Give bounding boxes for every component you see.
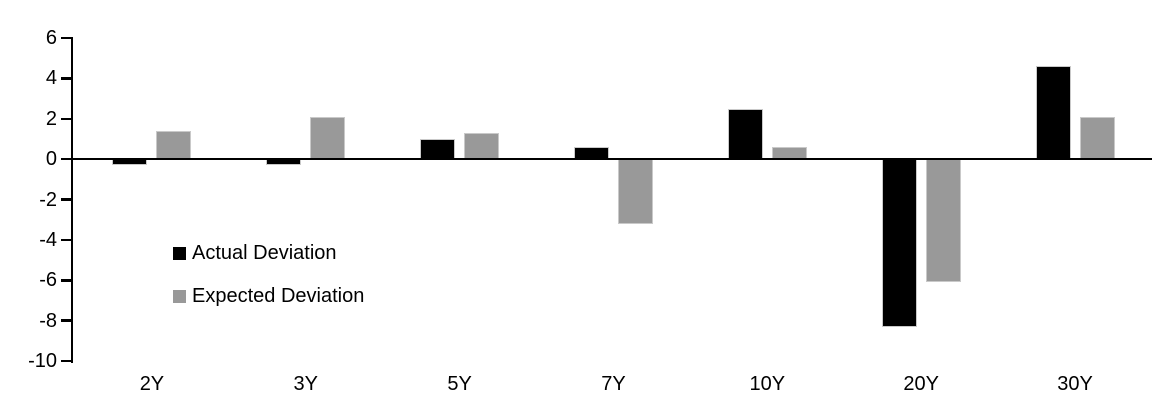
legend-item-expected-deviation: Expected Deviation (173, 284, 365, 307)
y-axis-tick (60, 238, 71, 242)
bar-actual-deviation-5Y (420, 138, 456, 160)
x-tick-label: 3Y (293, 373, 318, 395)
bar-expected-deviation-7Y (618, 159, 653, 224)
legend-item-actual-deviation: Actual Deviation (173, 241, 364, 264)
bar-actual-deviation-10Y (727, 108, 763, 160)
y-axis-tick (60, 157, 71, 161)
bar-actual-deviation-30Y (1035, 66, 1071, 160)
x-tick-label: 30Y (1057, 373, 1093, 395)
bar-expected-deviation-20Y (925, 159, 961, 283)
y-axis-line (70, 37, 73, 363)
bar-expected-deviation-5Y (464, 132, 500, 160)
y-axis-tick (60, 198, 71, 201)
y-axis-tick (60, 319, 71, 322)
y-axis-tick (60, 359, 71, 363)
y-axis-tick (60, 117, 71, 120)
y-tick-label: 0 (45, 148, 57, 171)
y-tick-label: -8 (39, 309, 57, 332)
legend: Actual Deviation Expected Deviation (173, 241, 365, 329)
legend-label-actual-deviation: Actual Deviation (192, 241, 337, 264)
y-tick-label: -10 (28, 350, 57, 372)
x-tick-label: 20Y (903, 373, 939, 395)
bar-expected-deviation-3Y (310, 116, 346, 160)
legend-swatch-expected-deviation (173, 289, 186, 303)
y-tick-label: -6 (39, 269, 57, 292)
x-tick-label: 7Y (601, 373, 626, 395)
y-tick-label: 4 (45, 67, 57, 90)
legend-label-expected-deviation: Expected Deviation (192, 284, 365, 307)
y-tick-label: 2 (45, 107, 57, 130)
y-axis-tick (60, 279, 71, 282)
bar-expected-deviation-30Y (1079, 116, 1115, 160)
x-axis-line (70, 157, 1152, 161)
y-tick-label: -4 (39, 228, 57, 251)
y-axis-tick (60, 77, 71, 80)
x-tick-label: 2Y (139, 373, 165, 395)
y-tick-label: 6 (45, 27, 57, 49)
x-tick-label: 10Y (749, 373, 786, 395)
x-tick-label: 5Y (447, 373, 472, 395)
legend-swatch-actual-deviation (173, 246, 186, 260)
bar-actual-deviation-20Y (881, 159, 917, 327)
y-tick-label: -2 (39, 188, 57, 211)
y-axis-tick (60, 36, 71, 40)
bar-expected-deviation-2Y (156, 130, 192, 160)
